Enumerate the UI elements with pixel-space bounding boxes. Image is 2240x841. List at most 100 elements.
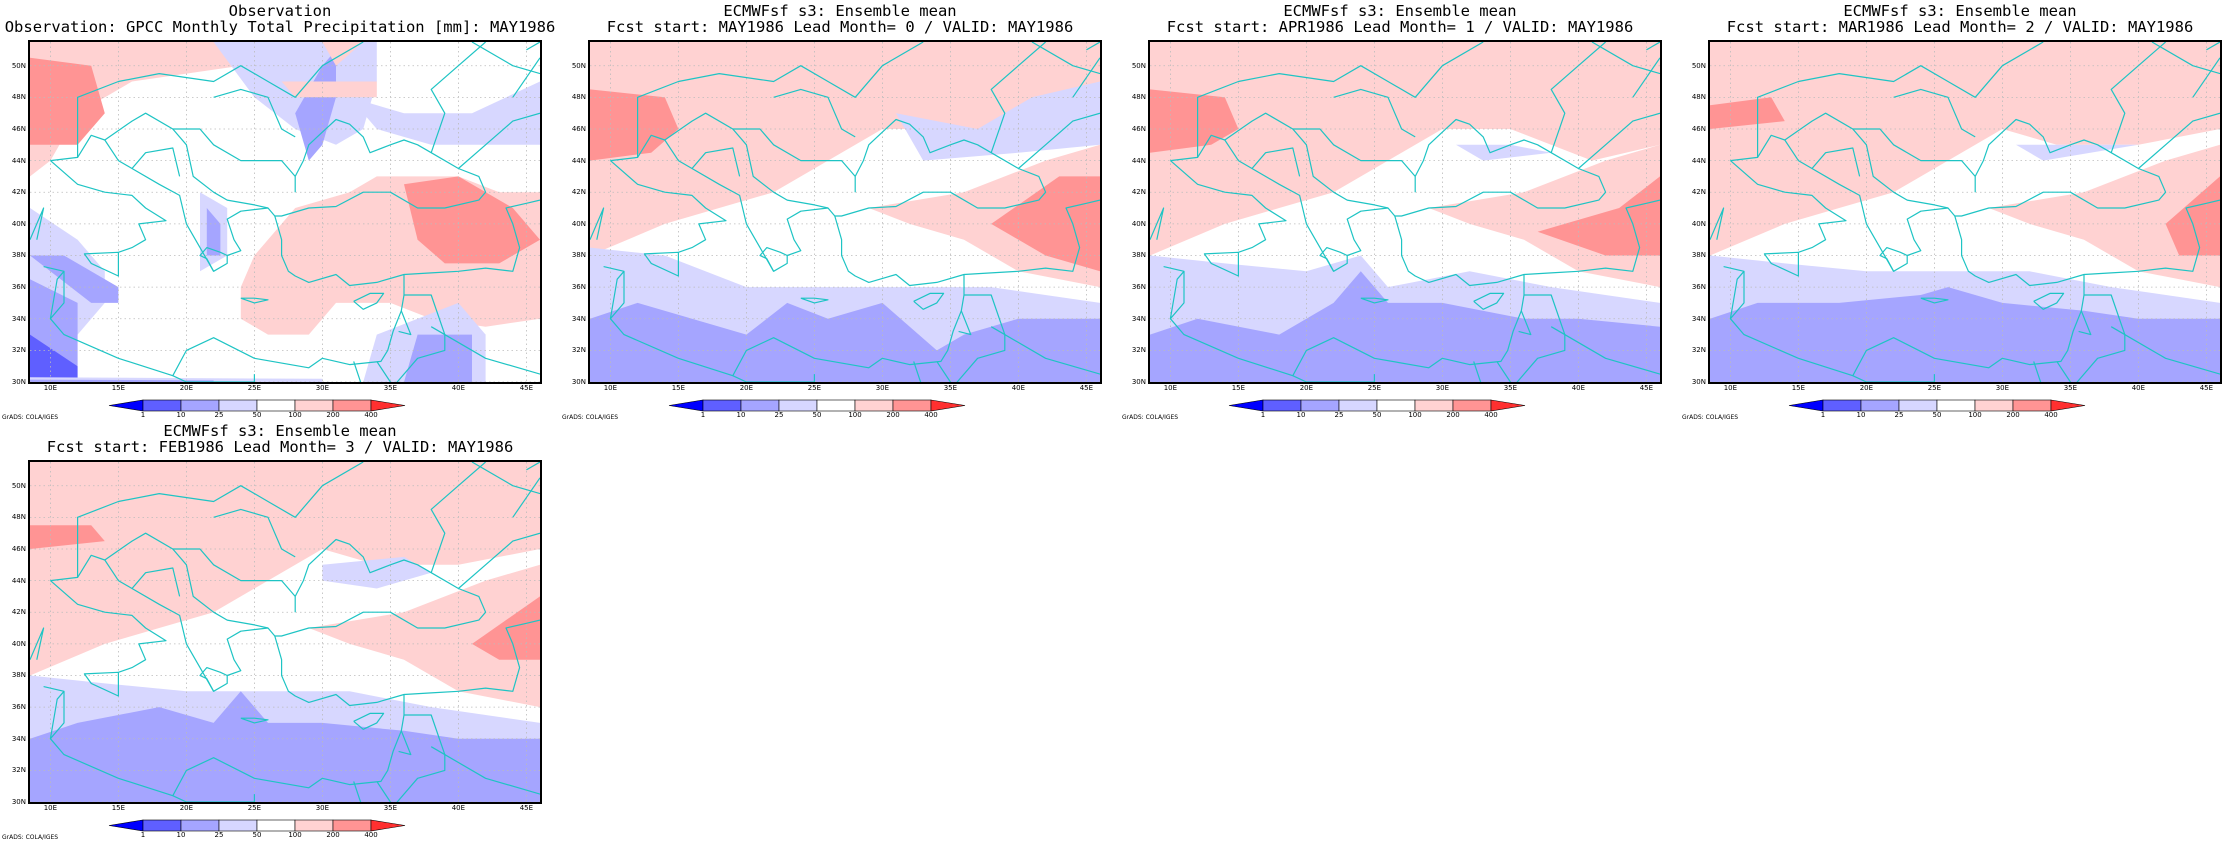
lon-tick-label: 20E — [1299, 384, 1314, 392]
colorbar-label: 1 — [140, 831, 146, 839]
lon-tick-label: 15E — [111, 384, 126, 392]
coastline — [1196, 42, 1484, 158]
map-canvas — [1710, 42, 2220, 382]
coastline — [1319, 247, 1348, 272]
colorbar-label: 1 — [700, 411, 706, 419]
coastline — [1920, 297, 1949, 304]
lon-tick-label: 20E — [739, 384, 754, 392]
lat-tick-label: 44N — [11, 156, 26, 165]
lat-tick-label: 38N — [11, 251, 26, 260]
precip-shade-16 — [404, 334, 472, 382]
precip-shade-2 — [1456, 144, 1552, 161]
precip-shade-0 — [1710, 42, 2220, 256]
colorbar — [108, 399, 406, 412]
coastline — [1473, 361, 1482, 382]
coastline — [471, 462, 540, 495]
coastline — [353, 712, 385, 730]
colorbar-segment — [142, 399, 182, 412]
precip-shade-4 — [349, 81, 540, 145]
lon-tick-label: 45E — [519, 384, 534, 392]
colorbar-segment — [332, 399, 372, 412]
lon-tick-label: 35E — [383, 804, 398, 812]
lon-tick-label: 25E — [807, 384, 822, 392]
lat-tick-label: 50N — [11, 61, 26, 70]
colorbar-segment — [778, 399, 818, 412]
coastline — [643, 251, 680, 277]
grads-credit: GrADS: COLA/IGES — [562, 414, 619, 421]
colorbar-segment — [294, 819, 334, 832]
precip-shade-0 — [1150, 42, 1660, 256]
colorbar-label: 50 — [252, 831, 262, 839]
colorbar-segment — [180, 399, 220, 412]
lat-tick-label: 42N — [571, 188, 586, 197]
coastline — [963, 199, 1100, 276]
coastline — [1756, 42, 2044, 158]
colorbar-segment — [1860, 399, 1900, 412]
coastline — [1169, 215, 1525, 377]
colorbar-label: 200 — [1446, 411, 1460, 419]
lon-tick-label: 40E — [1011, 384, 1026, 392]
coastline — [1550, 326, 1660, 375]
coastline — [1496, 361, 1512, 382]
coastline — [76, 462, 364, 578]
lat-tick-label: 32N — [11, 346, 26, 355]
coastline — [376, 781, 392, 802]
lon-tick-label: 25E — [1927, 384, 1942, 392]
lon-tick-label: 30E — [1995, 384, 2010, 392]
colorbar-label: 1 — [1820, 411, 1826, 419]
grads-credit: GrADS: COLA/IGES — [1682, 414, 1739, 421]
lat-tick-label: 36N — [11, 703, 26, 712]
coastline — [1086, 42, 1100, 51]
lon-tick-label: 35E — [943, 384, 958, 392]
colorbar-label: 25 — [774, 411, 784, 419]
colorbar-label: 25 — [1894, 411, 1904, 419]
lon-tick-label: 35E — [1503, 384, 1518, 392]
coastline — [1163, 266, 1185, 320]
lon-tick-label: 10E — [603, 384, 618, 392]
colorbar — [108, 819, 406, 832]
precip-shade-1 — [590, 89, 679, 161]
precip-shade-1 — [30, 57, 105, 145]
lat-tick-label: 30N — [1691, 378, 1706, 386]
colorbar-segment — [854, 399, 894, 412]
coastline — [50, 538, 487, 692]
colorbar-label: 25 — [1334, 411, 1344, 419]
coastline — [398, 310, 412, 336]
coastline — [936, 361, 952, 382]
lat-tick-label: 40N — [1131, 219, 1146, 228]
colorbar-label: 1 — [140, 411, 146, 419]
coastline — [1150, 207, 1165, 240]
coastline — [458, 532, 540, 589]
colorbar-segment — [218, 819, 258, 832]
colorbar-segment — [1300, 399, 1340, 412]
grads-credit: GrADS: COLA/IGES — [1122, 414, 1179, 421]
coastline — [172, 794, 255, 802]
coastline — [2138, 112, 2220, 169]
map-panel-3: ECMWFsf s3: Ensemble mean Fcst start: APR… — [1120, 0, 1680, 421]
coastline — [1811, 147, 1861, 177]
panel-title: ECMWFsf s3: Ensemble mean — [163, 422, 397, 440]
precip-shade-6 — [281, 81, 377, 98]
lon-tick-label: 30E — [1435, 384, 1450, 392]
map-panel-4: ECMWFsf s3: Ensemble mean Fcst start: MAR… — [1680, 0, 2240, 421]
coastline — [49, 215, 405, 377]
panel-subtitle: Fcst start: APR1986 Lead Month= 1 / VALI… — [1166, 18, 1634, 36]
precip-shade-12 — [30, 334, 78, 382]
coastline — [1710, 207, 1725, 240]
coastline — [990, 42, 1046, 153]
lat-tick-label: 32N — [11, 766, 26, 775]
lon-tick-label: 30E — [315, 804, 330, 812]
lat-tick-label: 50N — [1691, 61, 1706, 70]
panel-title: ECMWFsf s3: Ensemble mean — [723, 2, 957, 20]
lon-tick-label: 15E — [671, 384, 686, 392]
lon-tick-label: 10E — [43, 384, 58, 392]
precip-map — [1708, 40, 2222, 384]
lon-tick-label: 40E — [451, 804, 466, 812]
colorbar-arrow-low — [108, 819, 144, 832]
precip-map — [28, 40, 542, 384]
coastline — [430, 42, 486, 153]
lon-tick-label: 10E — [1163, 384, 1178, 392]
colorbar-label: 10 — [176, 831, 186, 839]
lat-tick-label: 40N — [11, 639, 26, 648]
colorbar-segment — [2012, 399, 2052, 412]
